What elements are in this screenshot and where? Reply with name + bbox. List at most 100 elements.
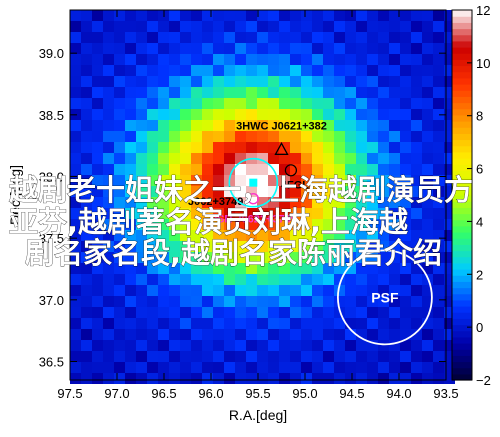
heatmap-cell — [114, 274, 125, 285]
heatmap-cell — [290, 219, 301, 230]
heatmap-cell — [158, 186, 169, 197]
heatmap-cell — [81, 87, 92, 98]
heatmap-cell — [290, 175, 301, 186]
heatmap-cell — [378, 54, 389, 65]
heatmap-cell — [257, 98, 268, 109]
heatmap-cell — [136, 153, 147, 164]
heatmap-cell — [224, 307, 235, 318]
heatmap-cell — [400, 175, 411, 186]
heatmap-cell — [125, 318, 136, 329]
heatmap-cell — [70, 351, 81, 362]
heatmap-cell — [389, 219, 400, 230]
heatmap-cell — [389, 76, 400, 87]
heatmap-cell — [246, 329, 257, 340]
heatmap-cell — [367, 285, 378, 296]
heatmap-cell — [147, 120, 158, 131]
heatmap-cell — [114, 230, 125, 241]
heatmap-cell — [411, 54, 422, 65]
heatmap-cell — [356, 65, 367, 76]
heatmap-cell — [158, 153, 169, 164]
heatmap-cell — [125, 98, 136, 109]
heatmap-cell — [400, 197, 411, 208]
heatmap-cell — [301, 153, 312, 164]
heatmap-cell — [290, 252, 301, 263]
heatmap-cell — [411, 65, 422, 76]
heatmap-cell — [103, 142, 114, 153]
heatmap-cell — [81, 285, 92, 296]
heatmap-cell — [114, 307, 125, 318]
heatmap-cell — [92, 54, 103, 65]
heatmap-cell — [114, 340, 125, 351]
heatmap-cell — [224, 65, 235, 76]
heatmap-cell — [356, 351, 367, 362]
colorbar-tick-label: 8 — [476, 109, 483, 124]
heatmap-cell — [213, 21, 224, 32]
heatmap-cell — [444, 285, 455, 296]
heatmap-cell — [367, 219, 378, 230]
heatmap-cell — [444, 43, 455, 54]
heatmap-cell — [136, 296, 147, 307]
heatmap-cell — [235, 164, 246, 175]
heatmap-cell — [191, 54, 202, 65]
heatmap-cell — [378, 219, 389, 230]
heatmap-cell — [323, 329, 334, 340]
heatmap-cell — [433, 21, 444, 32]
heatmap-cell — [411, 329, 422, 340]
heatmap-cell — [257, 285, 268, 296]
heatmap-cell — [114, 54, 125, 65]
heatmap-cell — [158, 296, 169, 307]
heatmap-cell — [224, 263, 235, 274]
heatmap-cell — [268, 230, 279, 241]
heatmap-cell — [411, 252, 422, 263]
heatmap-cell — [158, 197, 169, 208]
heatmap-cell — [70, 175, 81, 186]
heatmap-cell — [433, 87, 444, 98]
heatmap-cell — [411, 373, 422, 384]
heatmap-cell — [81, 219, 92, 230]
heatmap-cell — [356, 197, 367, 208]
heatmap-cell — [400, 54, 411, 65]
colorbar: −2 0 2 4 6 8 10 12 — [451, 3, 491, 388]
heatmap-cell — [367, 230, 378, 241]
heatmap-cell — [367, 175, 378, 186]
colorbar-segment — [452, 330, 472, 338]
heatmap-cell — [422, 109, 433, 120]
heatmap-cell — [323, 142, 334, 153]
heatmap-cell — [136, 186, 147, 197]
heatmap-cell — [400, 32, 411, 43]
heatmap-cell — [81, 54, 92, 65]
heatmap-cell — [114, 318, 125, 329]
heatmap-cell — [400, 351, 411, 362]
heatmap-cell — [103, 252, 114, 263]
heatmap-cell — [268, 274, 279, 285]
heatmap-cell — [356, 274, 367, 285]
heatmap-cell — [103, 43, 114, 54]
heatmap-cell — [422, 230, 433, 241]
heatmap-cell — [400, 274, 411, 285]
heatmap-cell — [323, 109, 334, 120]
colorbar-segment — [452, 262, 472, 270]
heatmap-cell — [411, 296, 422, 307]
heatmap-cell — [246, 274, 257, 285]
heatmap-cell — [334, 120, 345, 131]
heatmap-cell — [224, 87, 235, 98]
heatmap-cell — [290, 142, 301, 153]
heatmap-cell — [114, 296, 125, 307]
heatmap-cell — [202, 76, 213, 87]
heatmap-cell — [180, 131, 191, 142]
heatmap-cell — [257, 164, 268, 175]
heatmap-cell — [235, 21, 246, 32]
heatmap-cell — [356, 10, 367, 21]
heatmap-cell — [81, 76, 92, 87]
heatmap-cell — [411, 76, 422, 87]
heatmap-cell — [389, 65, 400, 76]
heatmap-cell — [301, 351, 312, 362]
heatmap-cell — [290, 109, 301, 120]
heatmap-cell — [323, 285, 334, 296]
heatmap-cell — [433, 32, 444, 43]
heatmap-cell — [356, 32, 367, 43]
heatmap-cell — [301, 21, 312, 32]
heatmap-cell — [92, 109, 103, 120]
heatmap-cell — [125, 131, 136, 142]
heatmap-cell — [180, 76, 191, 87]
